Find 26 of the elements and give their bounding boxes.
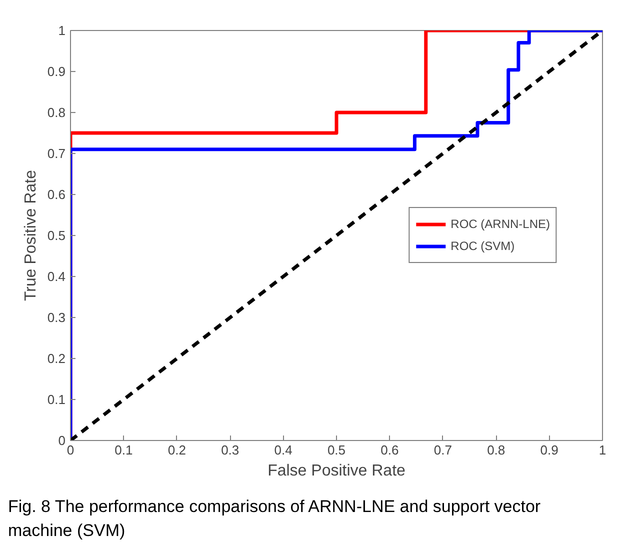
y-tick-label: 0.6: [47, 187, 66, 202]
x-tick-label: 0.2: [168, 442, 186, 458]
y-axis-title: True Positive Rate: [22, 170, 40, 302]
x-tick-label: 0.7: [434, 442, 452, 458]
x-tick-label: 0.9: [540, 442, 558, 458]
caption: Fig. 8 The performance comparisons of ARNN-LNE and support vector machine (SVM): [8, 496, 542, 542]
y-tick-label: 0.9: [47, 64, 66, 79]
y-tick-label: 0.1: [47, 392, 66, 407]
y-tick-label: 0: [58, 433, 66, 448]
legend-label: ROC (ARNN-LNE): [450, 217, 550, 231]
y-tick-label: 0.2: [47, 351, 66, 366]
x-tick-label: 0.3: [221, 442, 240, 458]
x-tick-label: 0.8: [487, 442, 506, 458]
x-tick-label: 0.4: [274, 442, 292, 458]
y-tick-label: 0.8: [47, 105, 66, 120]
y-tick-label: 0.5: [47, 228, 66, 243]
legend-label: ROC (SVM): [450, 239, 515, 253]
y-tick-label: 0.7: [47, 146, 66, 161]
x-tick-label: 0.5: [327, 442, 346, 458]
y-tick-label: 1: [58, 23, 66, 38]
y-tick-label: 0.4: [47, 269, 66, 284]
y-tick-label: 0.3: [47, 310, 66, 325]
x-axis-title: False Positive Rate: [268, 462, 406, 480]
x-tick-label: 0.1: [114, 442, 133, 458]
x-tick-label: 0.6: [380, 442, 399, 458]
x-tick-label: 1: [598, 442, 606, 458]
